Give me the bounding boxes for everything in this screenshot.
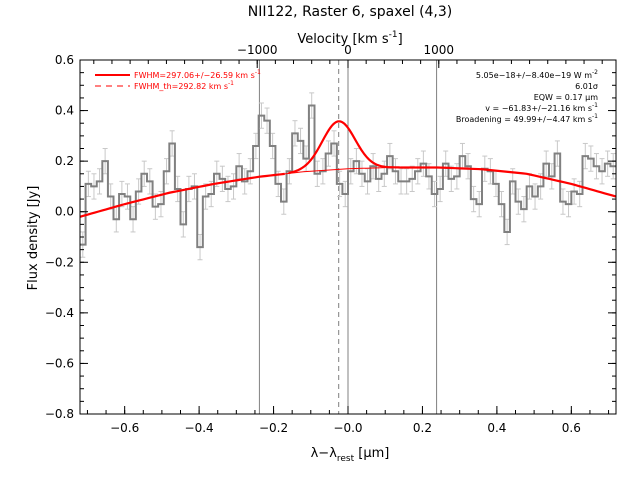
- data-histogram: [80, 104, 616, 249]
- legend-label-fwhm: FWHM=297.06+/−26.59 km s-1: [134, 69, 261, 80]
- annotation-velocity: v = −61.83+/−21.16 km s-1: [485, 102, 598, 113]
- y-tick-label: 0.0: [55, 205, 74, 219]
- x-tick-label: 0.6: [562, 421, 581, 435]
- y-tick-label: 0.4: [55, 104, 74, 118]
- gaussian-fit-line: [288, 120, 401, 175]
- x2-tick-label: 0: [344, 43, 352, 57]
- annotation-flux: 5.05e−18+/−8.40e−19 W m-2: [476, 69, 598, 80]
- x-tick-label: 0.2: [413, 421, 432, 435]
- annotation-broadening: Broadening = 49.99+/−4.47 km s-1: [456, 113, 598, 124]
- continuum-thick-right: [400, 166, 616, 198]
- annotation-sigma: 6.01σ: [575, 82, 598, 91]
- y-tick-label: 0.2: [55, 154, 74, 168]
- annotation-eqw: EQW = 0.17 μm: [534, 93, 598, 102]
- chart-title: NII122, Raster 6, spaxel (4,3): [248, 4, 453, 20]
- legend-label-fwhm-th: FWHM_th=292.82 km s-1: [134, 80, 234, 91]
- x-tick-label: −0.6: [110, 421, 139, 435]
- x-tick-label: −0.4: [185, 421, 214, 435]
- y-tick-label: −0.2: [45, 255, 74, 269]
- y-tick-label: −0.4: [45, 306, 74, 320]
- continuum-thick-left: [80, 172, 285, 218]
- y-tick-label: 0.6: [55, 53, 74, 67]
- y-axis-label: Flux density [Jy]: [26, 186, 41, 291]
- x-axis-label: λ−λrest [μm]: [311, 446, 390, 464]
- x-tick-label: −0.0: [333, 421, 362, 435]
- x-tick-label: 0.4: [487, 421, 506, 435]
- x2-axis-label: Velocity [km s-1]: [297, 30, 402, 47]
- x2-tick-label: 1000: [424, 43, 455, 57]
- x2-tick-label: −1000: [237, 43, 278, 57]
- x-tick-label: −0.2: [259, 421, 288, 435]
- plot-area: −0.8 −0.6 −0.4 −0.2 0.0 0.2 0.4 0.6 −0.6 −0.4 −0.2…: [45, 43, 617, 435]
- y-tick-label: −0.6: [45, 356, 74, 370]
- fit-annotations: 5.05e−18+/−8.40e−19 W m-2 6.01σ EQW = 0.…: [456, 69, 598, 124]
- y-tick-label: −0.8: [45, 407, 74, 421]
- chart-legend: FWHM=297.06+/−26.59 km s-1 FWHM_th=292.8…: [95, 69, 261, 91]
